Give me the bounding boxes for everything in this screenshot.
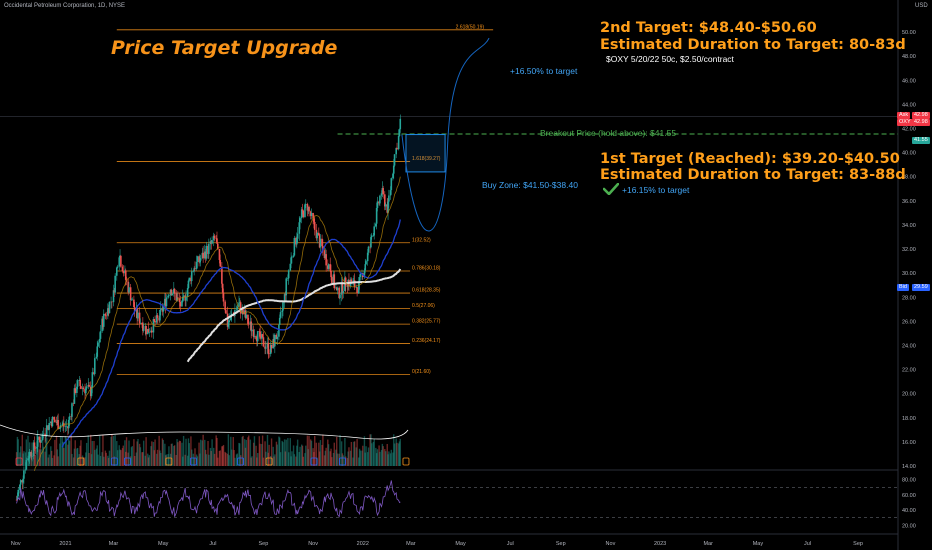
buy-zone-box	[405, 134, 446, 173]
y-tick-label-5: 40.00	[902, 151, 916, 157]
chart-header-title: Occidental Petroleum Corporation, 1D, NY…	[4, 3, 126, 9]
event-marker-6	[237, 457, 245, 466]
fib-level-label-6: 0.382(25.77)	[412, 319, 441, 325]
x-tick-label-8: Mar	[406, 541, 416, 547]
target1-duration: Estimated Duration to Target: 83-88d	[600, 167, 906, 183]
x-tick-label-7: 2022	[357, 541, 369, 547]
fib-level-label-7: 0.236(24.17)	[412, 338, 441, 344]
event-marker-1	[77, 457, 85, 466]
y-tick-label-2: 46.00	[902, 78, 916, 84]
y-tick-label-6: 38.00	[902, 175, 916, 181]
buy-zone-label: Buy Zone: $41.50-$38.40	[482, 180, 578, 190]
event-marker-4	[165, 457, 173, 466]
check-icon	[603, 183, 619, 195]
x-tick-label-6: Nov	[308, 541, 318, 547]
y-tick-label-14: 22.00	[902, 368, 916, 374]
event-marker-8	[310, 457, 318, 466]
y-tick-label-0: 50.00	[902, 30, 916, 36]
volume-bars	[15, 434, 401, 466]
target1-label: 1st Target (Reached): $39.20-$40.50	[600, 151, 900, 167]
y-tick-label-10: 30.00	[902, 271, 916, 277]
event-marker-5	[189, 457, 197, 466]
event-marker-10	[402, 457, 410, 466]
event-marker-0	[15, 457, 23, 466]
oxy-tag-value: 42.98	[912, 119, 930, 126]
volume-ma-line	[0, 424, 409, 440]
rsi-tick-label-3: 20.00	[902, 523, 916, 529]
rsi-tick-label-0: 80.00	[902, 478, 916, 484]
target2-label: 2nd Target: $48.40-$50.60	[600, 20, 817, 36]
x-tick-label-13: 2023	[654, 541, 666, 547]
oxy-tag-label: OXY	[897, 119, 913, 126]
fib-level-label-2: 1(32.52)	[412, 237, 431, 243]
x-tick-label-9: May	[455, 541, 466, 547]
rsi-tick-label-1: 60.00	[902, 493, 916, 499]
x-tick-label-2: Mar	[109, 541, 119, 547]
fib-level-label-8: 0(21.60)	[412, 369, 431, 375]
breakout-label: Breakout Price (hold above): $41.55	[540, 128, 677, 138]
x-tick-label-4: Jul	[209, 541, 216, 547]
breakout-tag-value: 41.55	[912, 137, 930, 144]
pct-to-target1: +16.15% to target	[622, 185, 690, 195]
event-marker-7	[265, 457, 273, 466]
rsi-tick-label-2: 40.00	[902, 508, 916, 514]
y-tick-label-7: 36.00	[902, 199, 916, 205]
fib-level-label-0: 2.618(50.19)	[456, 24, 485, 30]
x-tick-label-16: Jul	[804, 541, 811, 547]
fib-level-label-1: 1.618(39.27)	[412, 156, 441, 162]
y-tick-label-4: 42.00	[902, 127, 916, 133]
x-tick-label-11: Sep	[556, 541, 566, 547]
x-tick-label-17: Sep	[853, 541, 863, 547]
y-tick-label-1: 48.00	[902, 54, 916, 60]
y-tick-label-17: 16.00	[902, 440, 916, 446]
pct-to-target2: +16.50% to target	[510, 66, 578, 76]
y-tick-label-16: 18.00	[902, 416, 916, 422]
option-note: $OXY 5/20/22 50c, $2.50/contract	[606, 54, 734, 64]
ema-line	[61, 219, 401, 448]
short-ma-line	[34, 176, 401, 471]
x-tick-label-1: 2021	[59, 541, 71, 547]
fib-level-label-5: 0.5(27.06)	[412, 303, 435, 309]
bid-tag-value: 29.59	[912, 284, 930, 291]
currency-label: USD	[915, 3, 928, 9]
event-marker-3	[123, 457, 131, 466]
y-tick-label-12: 26.00	[902, 319, 916, 325]
y-tick-label-8: 34.00	[902, 223, 916, 229]
y-tick-label-11: 28.00	[902, 295, 916, 301]
ask-tag-label: Ask	[897, 112, 911, 119]
x-tick-label-0: Nov	[11, 541, 21, 547]
target2-duration: Estimated Duration to Target: 80-83d	[600, 37, 906, 53]
y-tick-label-13: 24.00	[902, 343, 916, 349]
projection-curve	[401, 37, 490, 232]
event-marker-2	[110, 457, 118, 466]
fib-level-label-4: 0.618(28.35)	[412, 288, 441, 294]
fib-level-label-3: 0.786(30.18)	[412, 265, 441, 271]
x-tick-label-10: Jul	[507, 541, 514, 547]
x-tick-label-3: May	[158, 541, 169, 547]
x-tick-label-12: Nov	[606, 541, 616, 547]
y-tick-label-9: 32.00	[902, 247, 916, 253]
headline: Price Target Upgrade	[111, 37, 338, 59]
event-marker-9	[339, 457, 346, 466]
ask-tag-value: 42.98	[912, 112, 930, 119]
y-tick-label-3: 44.00	[902, 102, 916, 108]
x-tick-label-5: Sep	[259, 541, 269, 547]
y-tick-label-15: 20.00	[902, 392, 916, 398]
x-tick-label-14: Mar	[703, 541, 713, 547]
bid-tag-label: Bid	[897, 284, 909, 291]
y-tick-label-18: 14.00	[902, 464, 916, 470]
x-tick-label-15: May	[753, 541, 764, 547]
rsi-line	[16, 480, 401, 518]
